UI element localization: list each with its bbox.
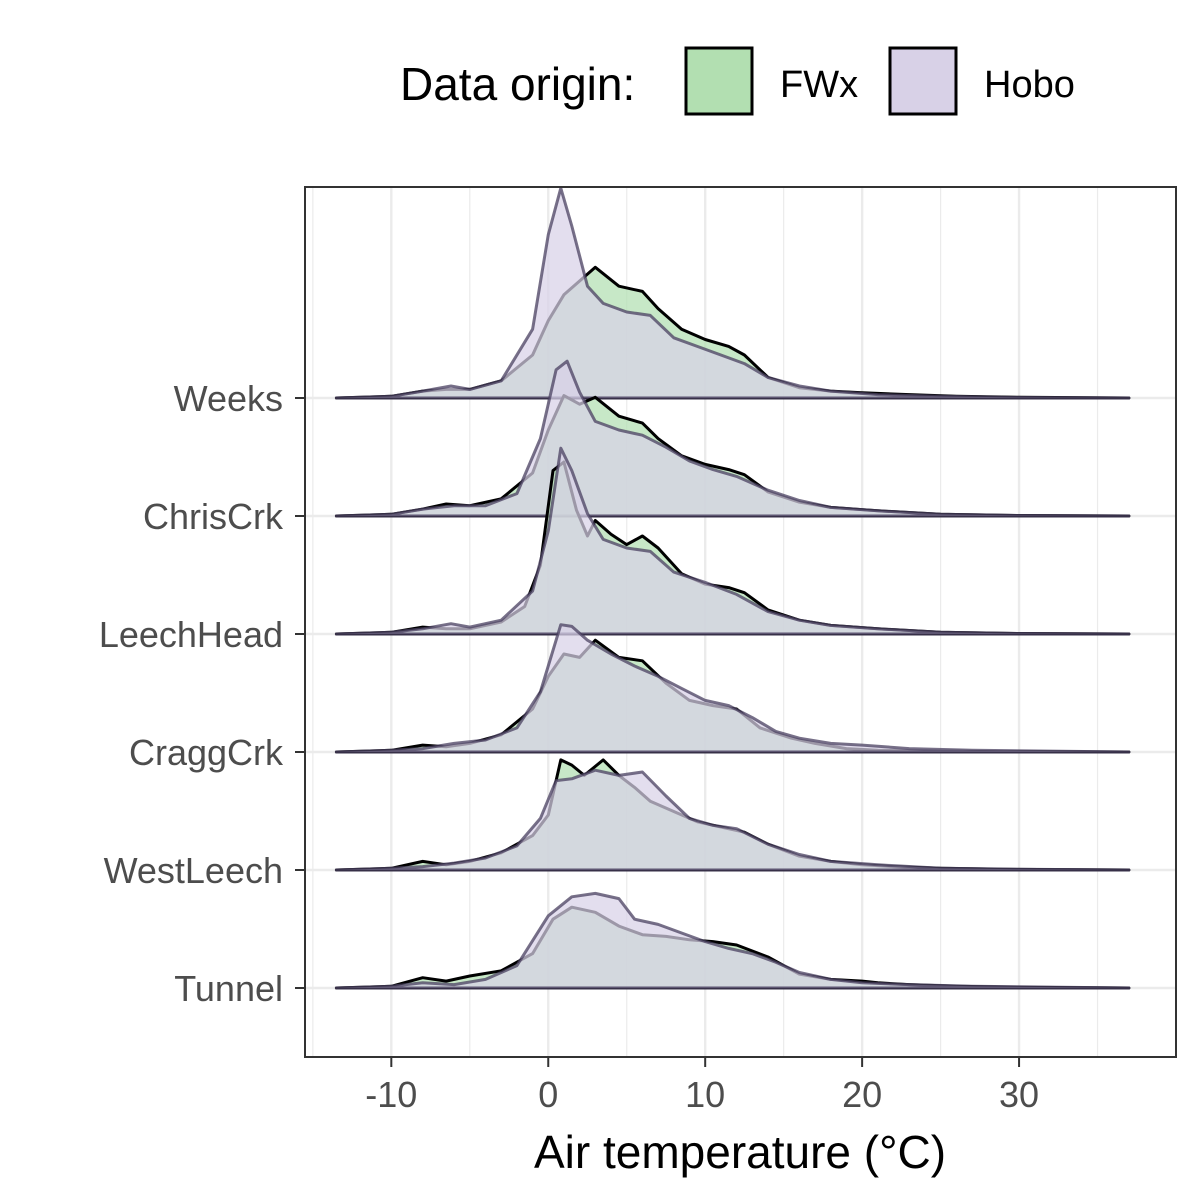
y-tick-label: Tunnel [174,968,283,1009]
ridge-tunnel [334,891,1131,990]
panel-border [304,186,1177,1058]
legend-label-fwx: FWx [780,64,858,106]
ridge-weeks [334,186,1131,400]
legend-title: Data origin: [400,58,635,110]
x-axis-title: Air temperature (°C) [534,1126,946,1178]
density-hobo-leechhead [334,446,1131,636]
y-axis: Tunnel WestLeech CraggCrk LeechHead ChrisCrk… [99,378,305,1009]
ridge-chriscrk [334,359,1131,518]
legend-swatch-hobo [888,46,958,116]
y-tick-label: ChrisCrk [143,496,284,537]
density-ridges [334,186,1131,990]
x-tick-label: -10 [365,1074,417,1115]
density-hobo-westleech [334,768,1131,872]
ridge-leechhead [334,446,1131,636]
density-hobo-craggcrk [334,623,1131,754]
y-tick-label: LeechHead [99,614,283,655]
x-tick-label: 10 [685,1074,725,1115]
ridge-westleech [334,758,1131,872]
x-tick-label: 20 [842,1074,882,1115]
legend-label-hobo: Hobo [984,64,1075,106]
x-axis: -10 0 10 20 30 [365,1057,1039,1115]
density-hobo-chriscrk [334,359,1131,518]
y-tick-label: WestLeech [104,850,283,891]
y-tick-label: Weeks [174,378,283,419]
density-hobo-tunnel [334,891,1131,990]
x-tick-label: 0 [538,1074,558,1115]
y-tick-label: CraggCrk [129,732,284,773]
ridge-craggcrk [334,623,1131,754]
legend-swatch-fwx [684,46,754,116]
legend: Data origin: FWx Hobo [400,46,1075,116]
density-hobo-weeks [334,186,1131,400]
x-tick-label: 30 [999,1074,1039,1115]
